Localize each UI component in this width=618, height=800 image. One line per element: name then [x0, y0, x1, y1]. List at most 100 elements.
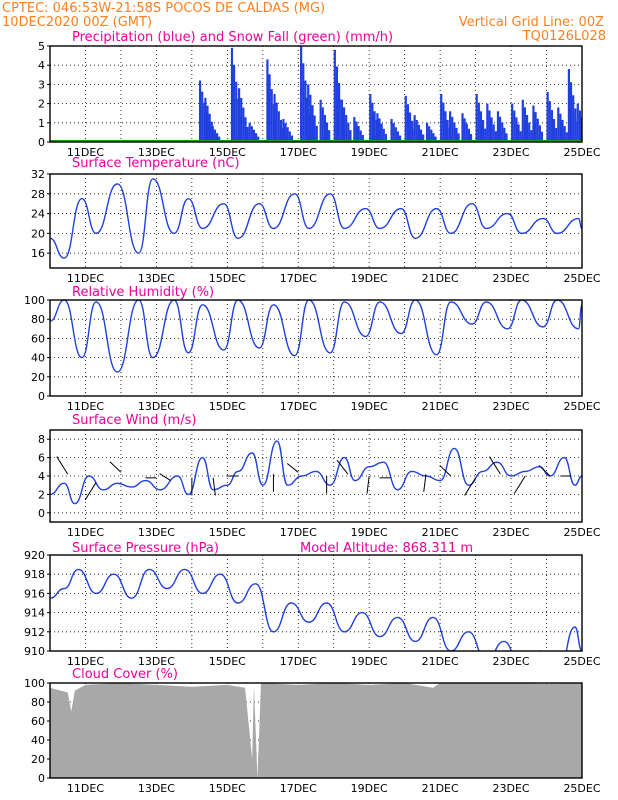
precip-bar: [380, 123, 383, 142]
humidity-frame: [49, 299, 583, 397]
precip-bar: [488, 110, 491, 142]
precip-bar: [432, 133, 435, 142]
precip-bar: [415, 119, 418, 142]
precip-bar: [525, 114, 529, 142]
precip-bar: [309, 94, 312, 142]
precip-bar: [492, 124, 495, 142]
precip-bar: [345, 114, 348, 142]
humidity-series-line: [50, 300, 582, 373]
temperature-y-tick-label: 24: [31, 208, 45, 221]
precip-x-tick-label: 15DEC: [209, 146, 246, 159]
precip-bar: [503, 127, 506, 142]
pressure-x-tick-label: 11DEC: [67, 655, 104, 668]
header-run-date: 10DEC2020 00Z (GMT): [2, 15, 152, 30]
precip-bar: [463, 118, 466, 142]
precip-bar: [347, 122, 350, 142]
precip-bar: [359, 130, 362, 142]
precip-bar: [430, 129, 433, 142]
precip-bar: [486, 103, 489, 142]
precip-bar: [246, 126, 249, 142]
precip-bar: [451, 116, 454, 142]
precip-bar: [337, 83, 341, 142]
temperature-x-tick-label: 25DEC: [563, 272, 600, 285]
cloud-y-tick-label: 100: [24, 677, 45, 690]
precip-y-tick-label: 2: [38, 98, 45, 111]
precip-x-tick-label: 23DEC: [493, 146, 530, 159]
pressure-y-tick-label: 920: [24, 549, 45, 562]
wind-x-tick-label: 23DEC: [493, 526, 530, 539]
precip-bar: [457, 133, 460, 142]
precip-bar: [369, 94, 372, 142]
temperature-panel-title: Surface Temperature (nC): [72, 156, 240, 171]
precip-bar: [321, 107, 324, 142]
precip-bar: [446, 119, 449, 142]
precip-bar: [513, 110, 516, 142]
precip-bar: [371, 102, 374, 142]
temperature-y-tick-label: 32: [31, 168, 45, 181]
pressure-panel-altitude: Model Altitude: 868.311 m: [300, 541, 473, 556]
temperature-frame: [49, 173, 583, 269]
temperature-x-tick-label: 19DEC: [351, 272, 388, 285]
pressure-x-tick-label: 25DEC: [563, 655, 600, 668]
precip-bar: [254, 133, 258, 142]
precip-bar: [302, 63, 305, 142]
precip-bar: [384, 133, 388, 142]
precip-bar: [444, 111, 447, 142]
precip-bar: [557, 107, 560, 142]
cloud-plot-area: [50, 683, 582, 778]
wind-x-tick-label: 21DEC: [422, 526, 459, 539]
humidity-x-tick-label: 15DEC: [209, 400, 246, 413]
pressure-y-tick-label: 910: [24, 645, 45, 658]
pressure-x-tick-label: 17DEC: [280, 655, 317, 668]
precip-bar: [270, 89, 273, 142]
temperature-y-tick-label: 16: [31, 247, 45, 260]
precip-bar: [323, 114, 327, 142]
cloud-y-tick-label: 0: [38, 772, 45, 785]
precip-bar: [425, 122, 429, 142]
wind-y-tick-label: 0: [38, 507, 45, 520]
precip-bar: [413, 115, 416, 142]
precip-bar: [266, 59, 269, 142]
temperature-x-tick-label: 13DEC: [138, 272, 175, 285]
wind-direction-arrow: [423, 474, 427, 492]
precip-bar: [422, 134, 425, 142]
precip-x-tick-label: 11DEC: [67, 146, 104, 159]
temperature-panel: 16 20 24 28 32 11DEC 13DEC 15DEC 17DEC 19DEC 21DEC…: [31, 168, 601, 285]
precip-bar: [201, 91, 204, 142]
precip-bar: [394, 127, 397, 142]
cloud-y-tick-label: 80: [31, 696, 45, 709]
wind-direction-arrow: [84, 482, 97, 501]
precip-bar: [538, 125, 541, 142]
precip-bar: [398, 135, 402, 142]
precip-bar: [235, 81, 238, 142]
wind-x-tick-label: 15DEC: [209, 526, 246, 539]
precip-bar: [534, 112, 537, 142]
temperature-x-tick-label: 11DEC: [67, 272, 104, 285]
precip-bar: [213, 129, 217, 142]
precip-bar: [469, 133, 473, 142]
cloud-x-tick-label: 13DEC: [138, 782, 175, 795]
precip-bar: [481, 119, 485, 142]
precip-bar: [523, 107, 527, 142]
precip-bar: [268, 74, 271, 142]
precip-bar: [404, 95, 407, 142]
precip-x-tick-label: 25DEC: [563, 146, 600, 159]
cloud-x-tick-label: 17DEC: [280, 782, 317, 795]
temperature-y-tick-label: 28: [31, 188, 45, 201]
precip-bar: [279, 119, 283, 142]
precip-bar: [304, 80, 307, 142]
cloud-panel: 0 20 40 60 80 100 11DEC 13DEC 15DEC 17DEC 19DEC 21D…: [24, 677, 601, 795]
cloud-y-tick-label: 60: [31, 715, 45, 728]
humidity-x-tick-label: 13DEC: [138, 400, 175, 413]
precip-bar: [540, 131, 544, 142]
precip-bar: [565, 132, 568, 142]
precip-bar: [440, 94, 443, 142]
precip-bar: [211, 126, 214, 142]
precip-bar: [428, 126, 431, 142]
precip-bar: [313, 115, 316, 142]
precip-bar: [340, 99, 344, 142]
precip-bar: [552, 119, 556, 142]
precip-panel: 0 1 2 3 4 5 11DEC 13DEC 15DEC 17DEC 19DEC 21DEC 23DE…: [38, 40, 601, 159]
humidity-x-tick-label: 17DEC: [280, 400, 317, 413]
precip-bar: [342, 107, 346, 142]
